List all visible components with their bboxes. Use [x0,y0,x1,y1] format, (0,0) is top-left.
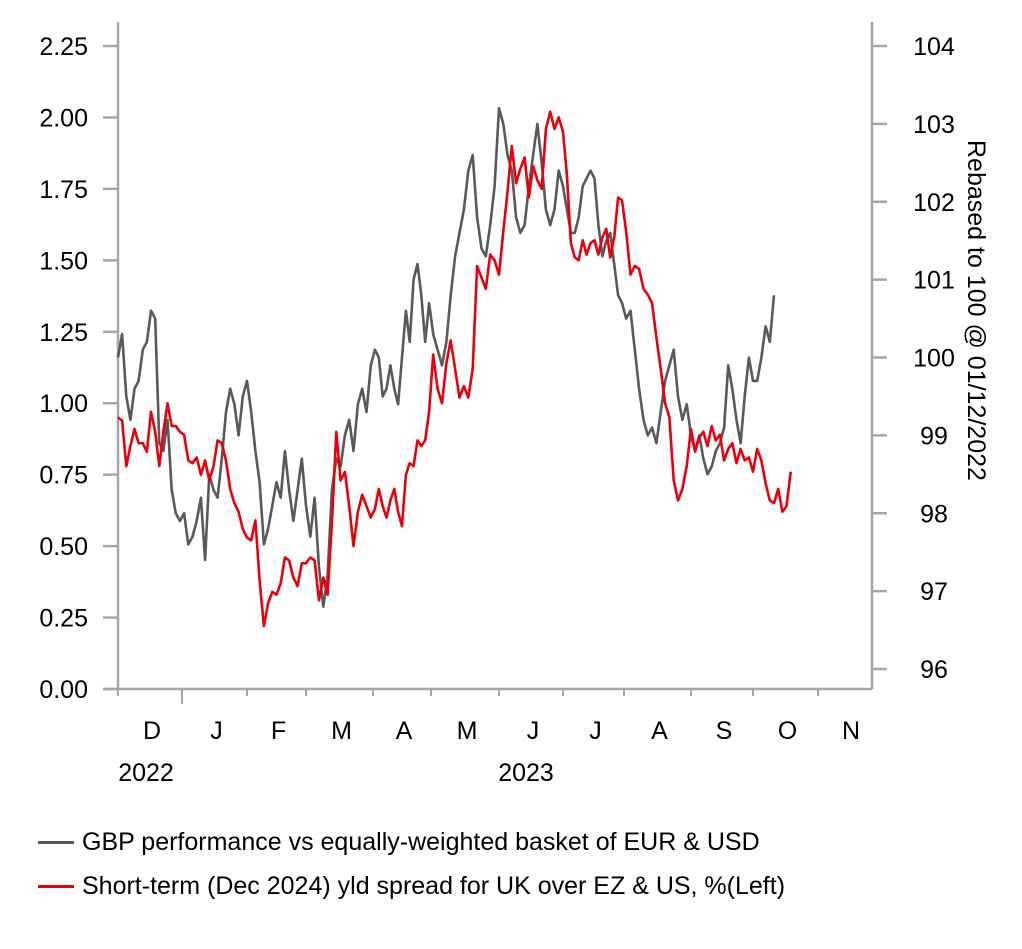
left-tick-label: 2.00 [39,104,88,132]
left-tick-label: 1.00 [39,390,88,418]
right-tick-label: 97 [920,578,948,606]
axes [103,22,887,704]
left-tick-label: 2.25 [39,33,88,61]
left-tick-label: 0.50 [39,533,88,561]
right-tick-label: 103 [913,111,955,139]
x-year-label: 2023 [498,759,554,787]
legend-label-gbp: GBP performance vs equally-weighted bask… [82,827,760,856]
x-month-label: O [778,717,797,745]
x-month-label: A [651,717,668,745]
x-year-label: 2022 [118,759,174,787]
right-tick-label: 102 [913,189,955,217]
x-month-label: J [527,717,540,745]
left-tick-label: 1.25 [39,319,88,347]
legend-label-spread: Short-term (Dec 2024) yld spread for UK … [82,871,786,900]
right-tick-label: 101 [913,267,955,295]
right-tick-label: 99 [920,422,948,450]
x-month-label: J [210,717,223,745]
legend-item-gbp: GBP performance vs equally-weighted bask… [38,820,785,864]
x-month-label: A [396,717,413,745]
left-tick-label: 0.00 [39,676,88,704]
legend: GBP performance vs equally-weighted bask… [38,820,785,908]
left-tick-label: 1.50 [39,247,88,275]
left-tick-label: 0.75 [39,462,88,490]
x-month-label: M [457,717,478,745]
right-tick-label: 100 [913,345,955,373]
x-month-label: D [143,717,161,745]
series-line-spread [117,110,792,628]
x-month-label: F [271,717,286,745]
right-axis-title: Rebased to 100 @ 01/12/2022 [962,140,990,481]
legend-swatch-gbp [38,840,74,844]
legend-swatch-spread [38,884,74,888]
series-layer [116,107,792,628]
right-tick-label: 104 [913,33,955,61]
x-month-label: S [716,717,733,745]
x-month-label: M [331,717,352,745]
legend-item-spread: Short-term (Dec 2024) yld spread for UK … [38,864,785,908]
right-tick-label: 98 [920,500,948,528]
series-line-gbp [116,107,776,608]
right-tick-label: 96 [920,656,948,684]
tick-labels: 0.00 0.25 0.50 0.75 1.00 1.25 1.50 1.75 2.00 2.25… [39,33,955,787]
left-tick-label: 0.25 [39,605,88,633]
x-month-label: N [842,717,860,745]
left-tick-label: 1.75 [39,176,88,204]
x-month-label: J [589,717,602,745]
